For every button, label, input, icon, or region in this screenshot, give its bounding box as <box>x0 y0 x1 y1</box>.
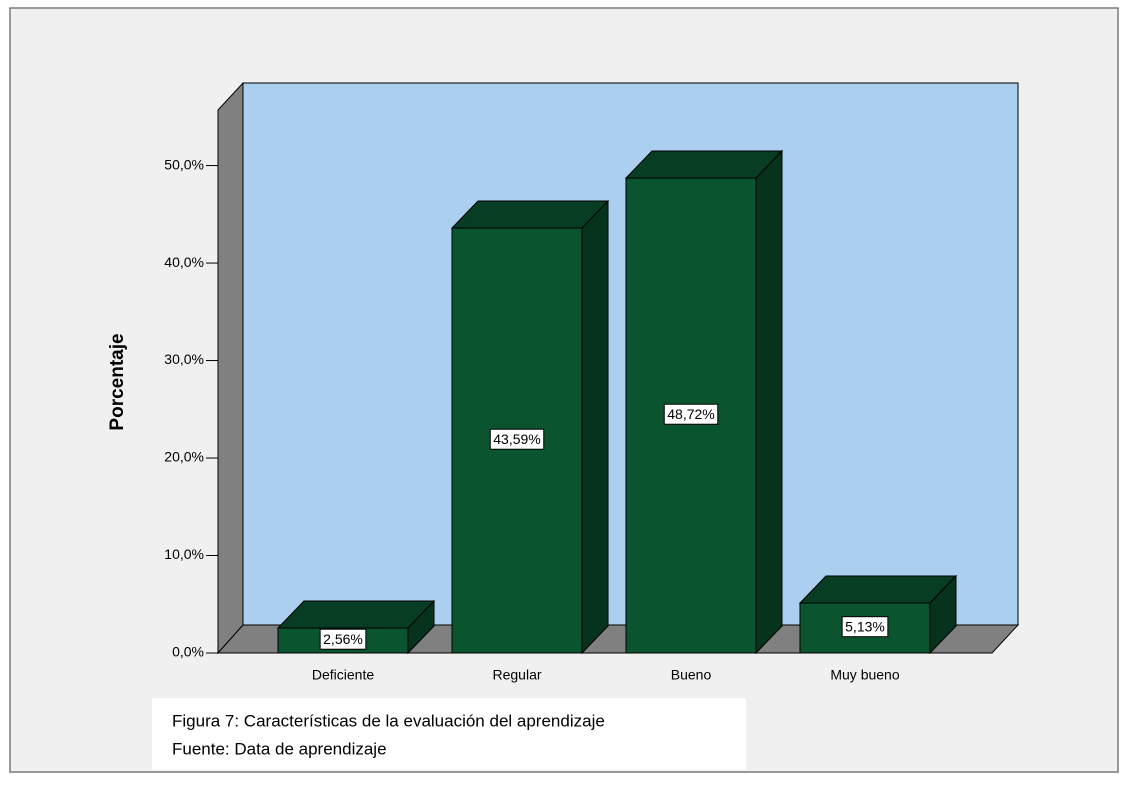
y-axis-title: Porcentaje <box>107 333 128 430</box>
bar-side <box>755 149 783 655</box>
value-label-box <box>663 403 719 425</box>
bar <box>799 602 931 654</box>
bar-top <box>624 150 784 179</box>
value-label: 5,13% <box>845 619 885 635</box>
y-tick-label: 10,0% <box>164 546 204 562</box>
bar-top <box>798 575 958 604</box>
bar-top <box>276 600 436 629</box>
value-label: 48,72% <box>667 406 714 422</box>
x-tick-label: Muy bueno <box>830 667 899 683</box>
side-wall <box>217 81 244 655</box>
caption: Figura 7: Características de la evaluaci… <box>172 711 605 730</box>
x-tick-label: Deficiente <box>312 667 374 683</box>
bar-top <box>450 200 610 229</box>
y-tick-label: 40,0% <box>164 254 204 270</box>
value-label-box <box>841 616 889 638</box>
value-label-box <box>319 628 367 650</box>
value-label-box <box>489 428 545 450</box>
source: Fuente: Data de aprendizaje <box>172 739 387 758</box>
bar-side <box>581 199 609 655</box>
caption-box <box>152 698 746 770</box>
value-label: 2,56% <box>323 631 363 647</box>
y-tick-label: 30,0% <box>164 351 204 367</box>
y-tick-label: 0,0% <box>172 644 204 660</box>
x-tick-label: Regular <box>492 667 541 683</box>
x-tick-label: Bueno <box>671 667 712 683</box>
value-label: 43,59% <box>493 431 540 447</box>
y-tick-label: 20,0% <box>164 449 204 465</box>
y-tick-label: 50,0% <box>164 156 204 172</box>
